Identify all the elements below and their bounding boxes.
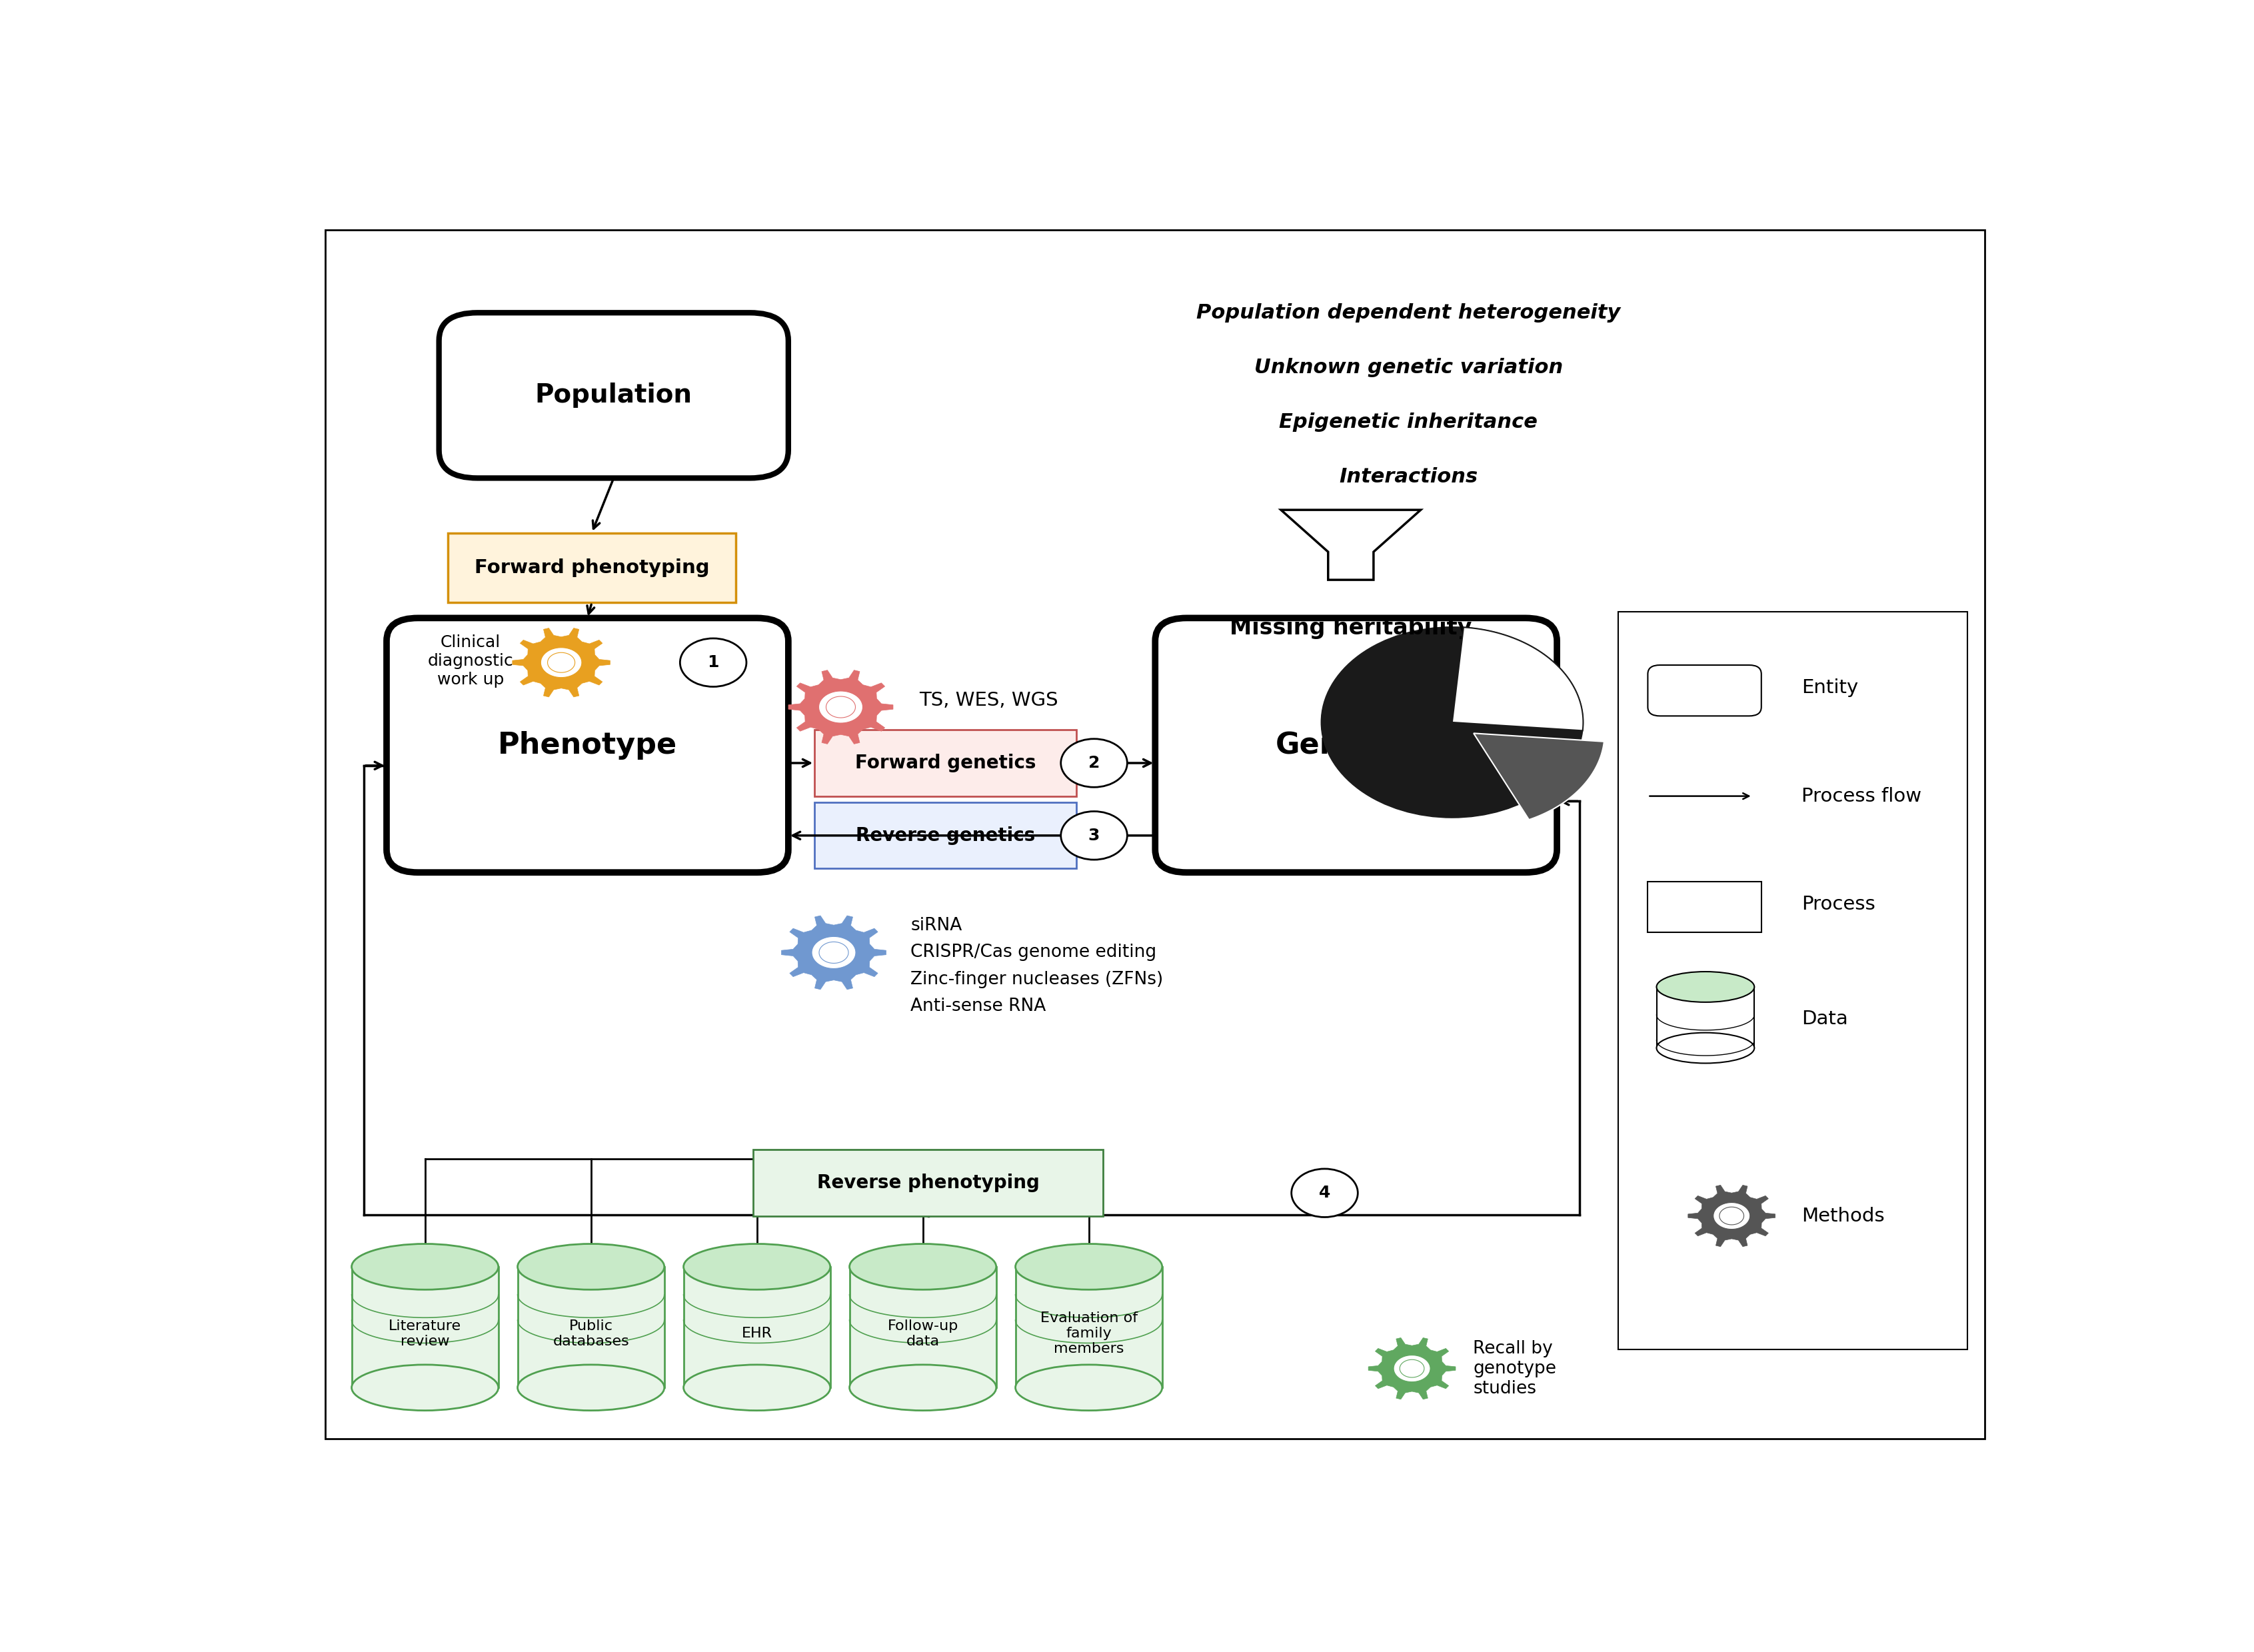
Text: Zinc-finger nucleases (ZFNs): Zinc-finger nucleases (ZFNs) — [911, 971, 1163, 988]
Ellipse shape — [352, 1365, 498, 1411]
Text: Unknown genetic variation: Unknown genetic variation — [1253, 358, 1562, 377]
Text: 3: 3 — [1089, 828, 1100, 844]
FancyBboxPatch shape — [683, 1267, 829, 1388]
FancyBboxPatch shape — [325, 230, 1986, 1439]
Text: Evaluation of
family
members: Evaluation of family members — [1039, 1312, 1138, 1356]
Polygon shape — [789, 671, 893, 743]
FancyBboxPatch shape — [753, 1150, 1102, 1216]
Text: Phenotype: Phenotype — [498, 730, 676, 760]
Text: Interactions: Interactions — [1339, 468, 1479, 486]
FancyBboxPatch shape — [1618, 611, 1968, 1350]
Circle shape — [1292, 1170, 1357, 1218]
Ellipse shape — [518, 1244, 665, 1290]
FancyBboxPatch shape — [1017, 1267, 1163, 1388]
Text: 2: 2 — [1089, 755, 1100, 771]
Polygon shape — [1452, 628, 1582, 730]
Polygon shape — [1474, 733, 1605, 819]
Text: Process flow: Process flow — [1801, 786, 1923, 806]
FancyBboxPatch shape — [449, 534, 735, 603]
Text: Public
databases: Public databases — [552, 1320, 629, 1348]
Ellipse shape — [683, 1244, 829, 1290]
Text: 1: 1 — [708, 654, 719, 671]
Ellipse shape — [683, 1365, 829, 1411]
Text: CRISPR/Cas genome editing: CRISPR/Cas genome editing — [911, 943, 1156, 961]
FancyBboxPatch shape — [352, 1267, 498, 1388]
Text: Entity: Entity — [1801, 679, 1857, 697]
Text: Literature
review: Literature review — [388, 1320, 462, 1348]
Text: TS, WES, WGS: TS, WES, WGS — [920, 692, 1059, 710]
Text: Population dependent heterogeneity: Population dependent heterogeneity — [1197, 302, 1621, 322]
FancyBboxPatch shape — [518, 1267, 665, 1388]
FancyBboxPatch shape — [1156, 618, 1558, 872]
Polygon shape — [548, 653, 575, 672]
FancyBboxPatch shape — [814, 803, 1077, 869]
Ellipse shape — [518, 1365, 665, 1411]
Ellipse shape — [352, 1244, 498, 1290]
Text: 4: 4 — [1319, 1184, 1330, 1201]
Polygon shape — [818, 691, 863, 724]
Polygon shape — [541, 648, 582, 677]
Ellipse shape — [1017, 1365, 1163, 1411]
FancyBboxPatch shape — [388, 618, 789, 872]
Ellipse shape — [850, 1244, 996, 1290]
Text: Anti-sense RNA: Anti-sense RNA — [911, 998, 1046, 1014]
Text: Genotype: Genotype — [1276, 730, 1436, 760]
Polygon shape — [1368, 1338, 1456, 1399]
Text: Clinical
diagnostic
work up: Clinical diagnostic work up — [428, 634, 514, 687]
Ellipse shape — [850, 1365, 996, 1411]
Text: Reverse phenotyping: Reverse phenotyping — [816, 1173, 1039, 1193]
Text: Recall by
genotype
studies: Recall by genotype studies — [1474, 1340, 1558, 1398]
Polygon shape — [512, 628, 611, 697]
Text: EHR: EHR — [742, 1327, 773, 1340]
Text: Process: Process — [1801, 895, 1875, 914]
Circle shape — [681, 638, 746, 687]
Text: Reverse genetics: Reverse genetics — [857, 826, 1035, 844]
FancyBboxPatch shape — [1657, 986, 1754, 1047]
FancyBboxPatch shape — [1648, 666, 1760, 715]
Polygon shape — [1720, 1208, 1745, 1224]
Polygon shape — [818, 942, 848, 963]
Polygon shape — [782, 915, 886, 990]
Circle shape — [1321, 626, 1582, 818]
Text: Forward genetics: Forward genetics — [854, 753, 1037, 773]
Circle shape — [1062, 811, 1127, 859]
Ellipse shape — [1657, 971, 1754, 1003]
Text: siRNA: siRNA — [911, 917, 962, 935]
Ellipse shape — [1017, 1244, 1163, 1290]
Polygon shape — [1713, 1203, 1749, 1229]
Text: Follow-up
data: Follow-up data — [888, 1320, 958, 1348]
Ellipse shape — [1657, 1032, 1754, 1064]
Text: Methods: Methods — [1801, 1206, 1884, 1226]
Polygon shape — [811, 937, 857, 968]
FancyBboxPatch shape — [850, 1267, 996, 1388]
Polygon shape — [1688, 1184, 1776, 1247]
Text: Missing heritability: Missing heritability — [1231, 618, 1472, 639]
Circle shape — [1062, 738, 1127, 788]
Text: Epigenetic inheritance: Epigenetic inheritance — [1280, 413, 1537, 431]
FancyBboxPatch shape — [440, 312, 789, 477]
Text: Forward phenotyping: Forward phenotyping — [473, 558, 710, 577]
Text: Data: Data — [1801, 1009, 1848, 1028]
Text: Population: Population — [534, 383, 692, 408]
FancyBboxPatch shape — [814, 730, 1077, 796]
Polygon shape — [1393, 1355, 1431, 1381]
FancyBboxPatch shape — [1648, 881, 1760, 932]
Polygon shape — [825, 697, 857, 717]
Polygon shape — [1400, 1360, 1425, 1378]
